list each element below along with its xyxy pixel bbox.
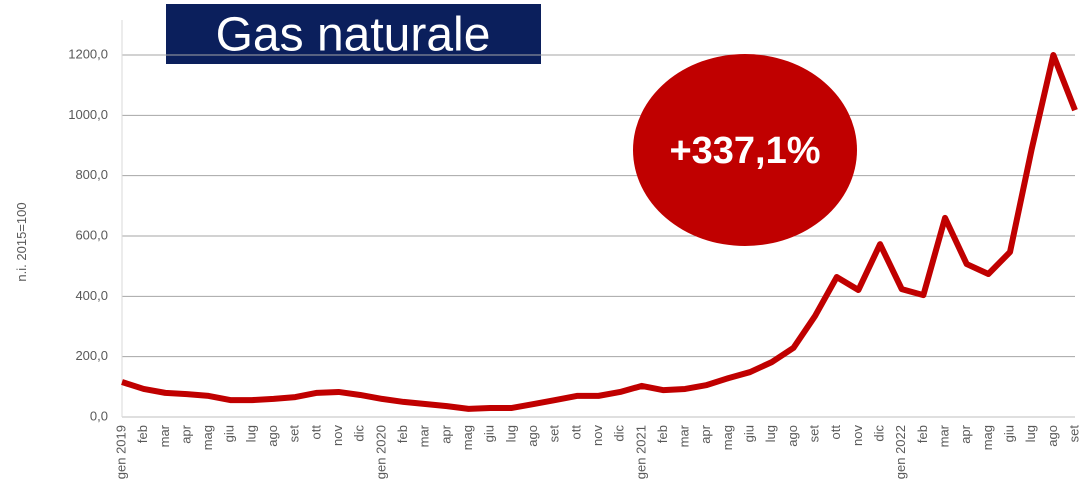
x-tick-label: mag — [460, 425, 475, 450]
series-line — [121, 52, 1078, 412]
x-tick-label: nov — [330, 425, 345, 446]
y-tick-label: 400,0 — [75, 288, 108, 303]
x-tick-label: giu — [742, 425, 757, 442]
x-tick-label: mar — [936, 424, 951, 447]
x-tick-label: dic — [612, 425, 627, 442]
x-tick-label: gen 2022 — [893, 425, 908, 479]
x-tick-label: dic — [872, 425, 887, 442]
x-tick-label: feb — [655, 425, 670, 443]
annotation-bubble — [633, 54, 857, 246]
x-tick-label: gen 2021 — [633, 425, 648, 479]
x-tick-label: ott — [568, 425, 583, 440]
x-tick-label: mar — [157, 424, 172, 447]
x-tick-label: lug — [503, 425, 518, 442]
y-tick-label: 0,0 — [90, 408, 108, 423]
x-tick-label: set — [287, 425, 302, 443]
y-tick-label: 200,0 — [75, 348, 108, 363]
x-tick-label: nov — [850, 425, 865, 446]
x-tick-label: gen 2020 — [373, 425, 388, 479]
x-tick-label: mag — [980, 425, 995, 450]
x-tick-label: set — [547, 425, 562, 443]
x-tick-label: ago — [525, 425, 540, 447]
x-tick-label: apr — [958, 424, 973, 443]
x-tick-label: feb — [135, 425, 150, 443]
x-tick-label: lug — [243, 425, 258, 442]
y-axis-label: n.i. 2015=100 — [14, 202, 29, 281]
x-tick-label: gen 2019 — [113, 425, 128, 479]
x-tick-label: apr — [438, 424, 453, 443]
chart-title: Gas naturale — [216, 9, 491, 62]
x-tick-label: ott — [308, 425, 323, 440]
x-tick-label: mag — [720, 425, 735, 450]
x-tick-label: lug — [1023, 425, 1038, 442]
x-tick-label: set — [807, 425, 822, 443]
x-tick-label: ago — [265, 425, 280, 447]
x-tick-label: mag — [200, 425, 215, 450]
annotation: +337,1% — [669, 130, 820, 172]
x-tick-label: dic — [352, 425, 367, 442]
x-tick-label: lug — [763, 425, 778, 442]
x-tick-label: apr — [698, 424, 713, 443]
x-tick-label: mar — [677, 424, 692, 447]
x-tick-label: ago — [1045, 425, 1060, 447]
plot: 0,0 200,0 400,0 600,0 800,0 1000,0 1200,0 gen 2… — [68, 20, 1081, 479]
y-tick-label: 1000,0 — [68, 107, 108, 122]
title-box — [166, 4, 541, 64]
x-tick-label: ott — [828, 425, 843, 440]
x-tick-label: giu — [482, 425, 497, 442]
x-tick-label: mar — [417, 424, 432, 447]
x-tick-label: feb — [915, 425, 930, 443]
x-tick-label: ago — [785, 425, 800, 447]
y-tick-label: 600,0 — [75, 227, 108, 242]
x-tick-label: nov — [590, 425, 605, 446]
x-tick-label: giu — [222, 425, 237, 442]
x-tick-label: feb — [395, 425, 410, 443]
x-tick-label: giu — [1001, 425, 1016, 442]
x-tick-label: apr — [178, 424, 193, 443]
y-tick-label: 800,0 — [75, 167, 108, 182]
x-tick-label: set — [1066, 425, 1081, 443]
y-tick-label: 1200,0 — [68, 46, 108, 61]
